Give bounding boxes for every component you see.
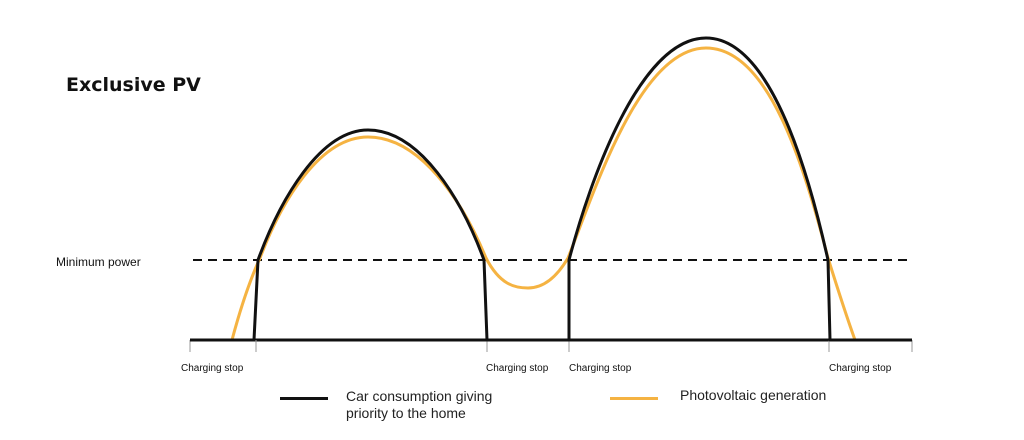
pv-generation-curve [230,46,857,341]
legend-car-swatch [280,397,328,400]
legend-car-label-line2: priority to the home [346,405,466,421]
charging-stop-label: Charging stop [569,363,632,374]
diagram-title: Exclusive PV [66,74,201,96]
charging-stop-label: Charging stop [486,363,549,374]
car-consumption-curve [190,36,912,342]
charging-stop-label: Charging stop [829,363,892,374]
legend-car-label-line1: Car consumption giving [346,388,493,404]
legend-pv-swatch [610,397,658,400]
legend-pv-label: Photovoltaic generation [680,387,827,403]
charging-stop-label: Charging stop [181,363,244,374]
minimum-power-label: Minimum power [56,255,141,269]
legend-car-label: Car consumption giving priority to the h… [346,388,492,422]
